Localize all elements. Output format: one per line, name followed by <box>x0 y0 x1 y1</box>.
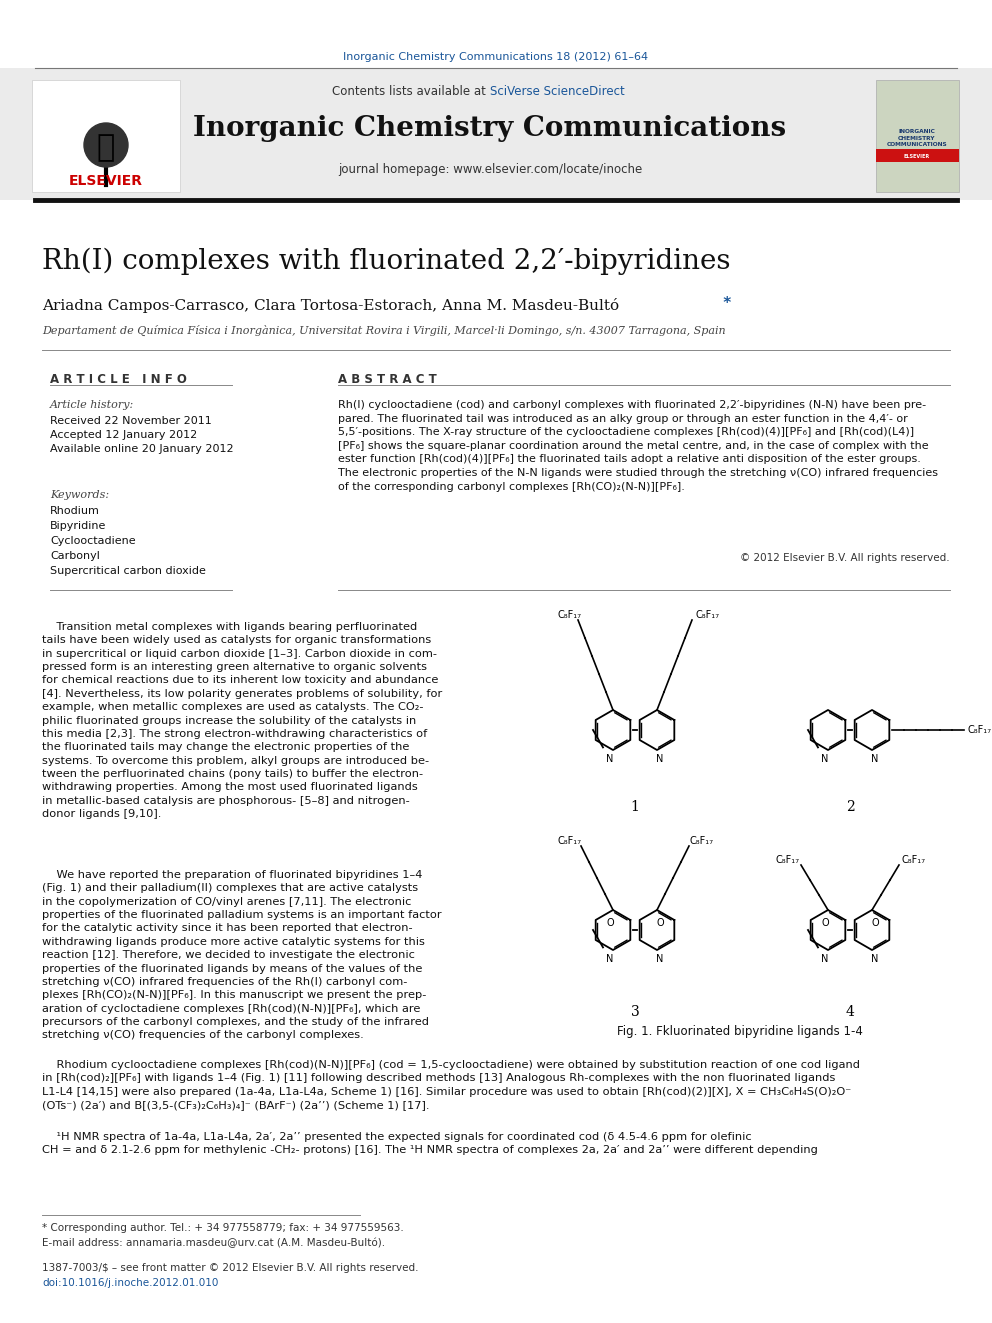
Text: ELSEVIER: ELSEVIER <box>904 153 930 159</box>
Text: A R T I C L E   I N F O: A R T I C L E I N F O <box>50 373 186 386</box>
Text: A B S T R A C T: A B S T R A C T <box>338 373 436 386</box>
Text: N: N <box>657 954 664 964</box>
Text: Fig. 1. Fkluorinated bipyridine ligands 1-4: Fig. 1. Fkluorinated bipyridine ligands … <box>617 1025 863 1039</box>
Text: ELSEVIER: ELSEVIER <box>69 175 143 188</box>
Text: O: O <box>821 918 828 927</box>
Text: N: N <box>821 954 828 964</box>
Text: *: * <box>718 296 731 311</box>
Text: O: O <box>606 918 614 927</box>
Text: O: O <box>656 918 664 927</box>
Text: Rhodium: Rhodium <box>50 505 100 516</box>
Text: Article history:: Article history: <box>50 400 134 410</box>
Text: INORGANIC
CHEMISTRY
COMMUNICATIONS: INORGANIC CHEMISTRY COMMUNICATIONS <box>887 130 947 147</box>
Circle shape <box>84 123 128 167</box>
Text: Available online 20 January 2012: Available online 20 January 2012 <box>50 445 234 454</box>
Text: © 2012 Elsevier B.V. All rights reserved.: © 2012 Elsevier B.V. All rights reserved… <box>740 553 950 564</box>
Text: doi:10.1016/j.inoche.2012.01.010: doi:10.1016/j.inoche.2012.01.010 <box>42 1278 218 1289</box>
Text: Inorganic Chemistry Communications: Inorganic Chemistry Communications <box>193 115 787 142</box>
Text: C₈F₁₇: C₈F₁₇ <box>775 855 799 865</box>
Text: Rh(I) cyclooctadiene (cod) and carbonyl complexes with fluorinated 2,2′-bipyridi: Rh(I) cyclooctadiene (cod) and carbonyl … <box>338 400 938 492</box>
Text: Accepted 12 January 2012: Accepted 12 January 2012 <box>50 430 197 441</box>
Text: C₈F₁₇: C₈F₁₇ <box>689 836 713 845</box>
Bar <box>32 79 180 192</box>
Text: C₈F₁₇: C₈F₁₇ <box>695 610 719 620</box>
Text: Carbonyl: Carbonyl <box>50 550 100 561</box>
Bar <box>876 79 959 192</box>
Text: C₈F₁₇: C₈F₁₇ <box>557 836 581 845</box>
Text: Bipyridine: Bipyridine <box>50 521 106 531</box>
Text: 4: 4 <box>845 1005 854 1019</box>
Bar <box>0 67 992 200</box>
Text: C₈F₁₇: C₈F₁₇ <box>558 610 582 620</box>
Text: Rh(I) complexes with fluorinated 2,2′-bipyridines: Rh(I) complexes with fluorinated 2,2′-bi… <box>42 247 730 275</box>
Text: N: N <box>871 954 879 964</box>
Text: journal homepage: www.elsevier.com/locate/inoche: journal homepage: www.elsevier.com/locat… <box>338 163 642 176</box>
Text: SciVerse ScienceDirect: SciVerse ScienceDirect <box>490 85 625 98</box>
Text: Inorganic Chemistry Communications 18 (2012) 61–64: Inorganic Chemistry Communications 18 (2… <box>343 52 649 62</box>
Text: * Corresponding author. Tel.: + 34 977558779; fax: + 34 977559563.: * Corresponding author. Tel.: + 34 97755… <box>42 1222 404 1233</box>
Text: O: O <box>871 918 879 927</box>
Text: Contents lists available at: Contents lists available at <box>332 85 490 98</box>
Text: E-mail address: annamaria.masdeu@urv.cat (A.M. Masdeu-Bultó).: E-mail address: annamaria.masdeu@urv.cat… <box>42 1238 385 1249</box>
Text: N: N <box>606 954 614 964</box>
Text: Keywords:: Keywords: <box>50 490 109 500</box>
Text: 2: 2 <box>845 800 854 814</box>
Text: Departament de Química Física i Inorgànica, Universitat Rovira i Virgili, Marcel: Departament de Química Física i Inorgàni… <box>42 325 725 336</box>
Text: We have reported the preparation of fluorinated bipyridines 1–4
(Fig. 1) and the: We have reported the preparation of fluo… <box>42 871 441 1040</box>
Text: 3: 3 <box>631 1005 640 1019</box>
Text: Cyclooctadiene: Cyclooctadiene <box>50 536 136 546</box>
Text: N: N <box>657 754 664 763</box>
Text: Received 22 November 2011: Received 22 November 2011 <box>50 415 211 426</box>
Text: ¹H NMR spectra of 1a-4a, L1a-L4a, 2a′, 2a’’ presented the expected signals for c: ¹H NMR spectra of 1a-4a, L1a-L4a, 2a′, 2… <box>42 1132 817 1155</box>
Text: C₈F₁₇: C₈F₁₇ <box>967 725 991 736</box>
Text: Transition metal complexes with ligands bearing perfluorinated
tails have been w: Transition metal complexes with ligands … <box>42 622 442 819</box>
Text: N: N <box>606 754 614 763</box>
Text: Ariadna Campos-Carrasco, Clara Tortosa-Estorach, Anna M. Masdeu-Bultó: Ariadna Campos-Carrasco, Clara Tortosa-E… <box>42 298 619 314</box>
Text: C₈F₁₇: C₈F₁₇ <box>901 855 925 865</box>
Text: 1: 1 <box>631 800 640 814</box>
Text: Supercritical carbon dioxide: Supercritical carbon dioxide <box>50 566 206 576</box>
Text: 🌲: 🌲 <box>97 134 115 163</box>
Text: Rhodium cyclooctadiene complexes [Rh(cod)(N-N)][PF₆] (cod = 1,5-cyclooctadiene) : Rhodium cyclooctadiene complexes [Rh(cod… <box>42 1060 860 1110</box>
Text: N: N <box>821 754 828 763</box>
Text: N: N <box>871 754 879 763</box>
Text: 1387-7003/$ – see front matter © 2012 Elsevier B.V. All rights reserved.: 1387-7003/$ – see front matter © 2012 El… <box>42 1263 419 1273</box>
Bar <box>876 149 959 161</box>
